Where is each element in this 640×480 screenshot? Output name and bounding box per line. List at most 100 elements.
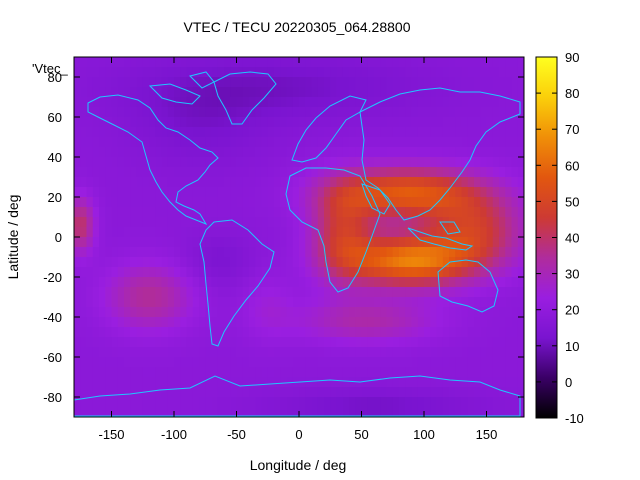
heatmap-cell bbox=[317, 157, 325, 168]
heatmap-cell bbox=[142, 357, 150, 368]
y-tick-label: -20 bbox=[43, 270, 62, 285]
heatmap-cell bbox=[474, 97, 481, 108]
heatmap-cell bbox=[386, 67, 394, 78]
heatmap-cell bbox=[180, 347, 187, 358]
heatmap-cell bbox=[336, 57, 344, 68]
heatmap-cell bbox=[124, 277, 131, 288]
heatmap-cell bbox=[305, 77, 312, 88]
heatmap-cell bbox=[424, 287, 431, 298]
heatmap-cell bbox=[436, 87, 444, 98]
heatmap-cell bbox=[192, 67, 200, 78]
heatmap-cell bbox=[392, 167, 400, 178]
heatmap-cell bbox=[130, 207, 137, 218]
heatmap-cell bbox=[355, 227, 362, 238]
heatmap-cell bbox=[80, 57, 87, 68]
heatmap-cell bbox=[405, 297, 412, 308]
heatmap-cell bbox=[167, 217, 175, 228]
heatmap-cell bbox=[392, 127, 400, 138]
heatmap-cell bbox=[105, 247, 112, 258]
heatmap-cell bbox=[442, 387, 450, 398]
heatmap-cell bbox=[505, 97, 512, 108]
heatmap-cell bbox=[274, 257, 281, 268]
heatmap-cell bbox=[424, 107, 431, 118]
heatmap-cell bbox=[355, 237, 362, 248]
heatmap-cell bbox=[480, 77, 487, 88]
heatmap-cell bbox=[130, 327, 137, 338]
heatmap-cell bbox=[442, 107, 450, 118]
heatmap-cell bbox=[230, 307, 237, 318]
heatmap-cell bbox=[367, 397, 375, 408]
heatmap-cell bbox=[255, 277, 262, 288]
heatmap-cell bbox=[467, 157, 475, 168]
heatmap-cell bbox=[186, 257, 194, 268]
heatmap-cell bbox=[249, 327, 256, 338]
heatmap-cell bbox=[99, 157, 106, 168]
heatmap-cell bbox=[317, 367, 325, 378]
heatmap-cell bbox=[505, 287, 512, 298]
heatmap-cell bbox=[392, 257, 400, 268]
heatmap-cell bbox=[386, 147, 394, 158]
coastline-greenland bbox=[213, 71, 277, 125]
heatmap-cell bbox=[480, 217, 487, 228]
heatmap-cell bbox=[105, 237, 112, 248]
heatmap-cell bbox=[386, 397, 394, 408]
heatmap-cell bbox=[136, 257, 144, 268]
heatmap-cell bbox=[136, 97, 144, 108]
heatmap-cell bbox=[399, 347, 406, 358]
heatmap-cell bbox=[486, 387, 494, 398]
heatmap-cell bbox=[342, 337, 350, 348]
heatmap-cell bbox=[336, 207, 344, 218]
heatmap-cell bbox=[230, 197, 237, 208]
heatmap-cell bbox=[311, 127, 319, 138]
heatmap-cell bbox=[249, 157, 256, 168]
heatmap-cell bbox=[367, 77, 375, 88]
heatmap-cell bbox=[161, 367, 169, 378]
heatmap-cell bbox=[105, 227, 112, 238]
heatmap-cell bbox=[136, 397, 144, 408]
heatmap-cell bbox=[211, 197, 219, 208]
heatmap-cell bbox=[330, 377, 337, 388]
coastline-overlay bbox=[73, 71, 521, 417]
heatmap-cell bbox=[424, 97, 431, 108]
heatmap-cell bbox=[386, 97, 394, 108]
heatmap-cell bbox=[455, 217, 462, 228]
heatmap-cell bbox=[149, 147, 156, 158]
heatmap-cell bbox=[255, 247, 262, 258]
heatmap-cell bbox=[449, 277, 456, 288]
heatmap-cell bbox=[155, 67, 162, 78]
heatmap-cell bbox=[374, 337, 381, 348]
heatmap-cell bbox=[149, 347, 156, 358]
heatmap-cell bbox=[205, 387, 212, 398]
heatmap-cell bbox=[424, 167, 431, 178]
heatmap-cell bbox=[499, 107, 506, 118]
heatmap-cell bbox=[299, 337, 306, 348]
heatmap-cell bbox=[461, 197, 469, 208]
heatmap-cell bbox=[311, 217, 319, 228]
x-tick-label: 50 bbox=[354, 427, 368, 442]
heatmap-cell bbox=[392, 337, 400, 348]
heatmap-cell bbox=[455, 287, 462, 298]
heatmap-cell bbox=[517, 317, 525, 328]
heatmap-cell bbox=[180, 217, 187, 228]
heatmap-cell bbox=[467, 67, 475, 78]
heatmap-cell bbox=[442, 237, 450, 248]
heatmap-cell bbox=[286, 77, 294, 88]
heatmap-cell bbox=[242, 287, 250, 298]
x-tick-label: -50 bbox=[227, 427, 246, 442]
heatmap-cell bbox=[80, 377, 87, 388]
heatmap-cell bbox=[486, 247, 494, 258]
heatmap-cell bbox=[436, 197, 444, 208]
heatmap-cell bbox=[505, 157, 512, 168]
heatmap-cell bbox=[442, 377, 450, 388]
heatmap-cell bbox=[305, 167, 312, 178]
heatmap-cell bbox=[255, 387, 262, 398]
heatmap-cell bbox=[392, 97, 400, 108]
heatmap-cell bbox=[224, 367, 231, 378]
heatmap-cell bbox=[274, 357, 281, 368]
heatmap-cell bbox=[499, 297, 506, 308]
heatmap-cell bbox=[186, 117, 194, 128]
heatmap-cell bbox=[242, 57, 250, 68]
heatmap-cell bbox=[224, 137, 231, 148]
heatmap-cell bbox=[417, 67, 425, 78]
heatmap-cell bbox=[511, 217, 519, 228]
